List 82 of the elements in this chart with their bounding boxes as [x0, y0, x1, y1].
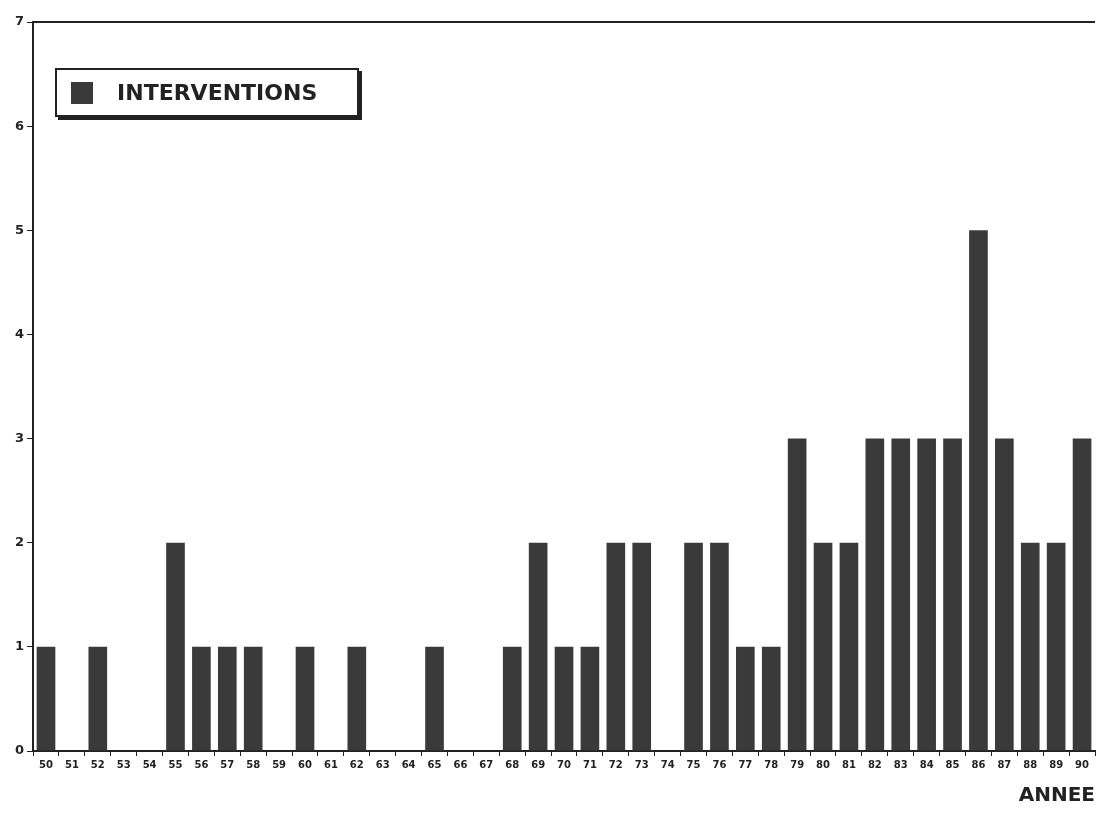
x-tick-label: 65	[427, 758, 442, 770]
bar	[88, 646, 108, 751]
x-tick-label: 67	[479, 758, 494, 770]
bar	[528, 542, 548, 751]
bar	[736, 646, 755, 751]
x-tick-label: 66	[453, 758, 468, 770]
bar	[36, 646, 56, 751]
x-tick-label: 73	[634, 758, 649, 770]
bar	[425, 646, 444, 751]
x-tick-label: 59	[272, 758, 287, 770]
bar	[943, 438, 962, 751]
y-tick-label: 4	[15, 325, 25, 341]
x-tick-label: 90	[1075, 758, 1090, 770]
x-tick-label: 54	[142, 758, 157, 770]
bar	[865, 438, 885, 751]
x-tick-label: 89	[1049, 758, 1064, 770]
x-tick-label: 58	[246, 758, 261, 770]
bar	[632, 542, 652, 751]
bar	[580, 646, 600, 751]
x-tick-label: 86	[971, 758, 986, 770]
bar	[813, 542, 833, 751]
y-tick-label: 2	[15, 534, 25, 550]
x-tick-label: 88	[1023, 758, 1038, 770]
x-tick-label: 75	[686, 758, 701, 770]
bar	[917, 438, 936, 751]
bar	[554, 646, 574, 751]
x-tick-label: 87	[997, 758, 1012, 770]
x-tick-label: 77	[738, 758, 753, 770]
y-tick-label: 1	[15, 638, 25, 654]
bar	[787, 438, 807, 751]
bar	[502, 646, 522, 751]
y-tick-label: 0	[15, 742, 25, 758]
x-tick-label: 55	[168, 758, 183, 770]
x-tick-label: 61	[323, 758, 338, 770]
bar	[192, 646, 211, 751]
bar	[684, 542, 703, 751]
x-tick-label: 74	[660, 758, 675, 770]
bar	[839, 542, 859, 751]
y-tick-label: 5	[15, 221, 25, 237]
x-tick-label: 60	[298, 758, 313, 770]
legend-label: INTERVENTIONS	[117, 80, 318, 105]
x-tick-label: 62	[349, 758, 364, 770]
x-tick-label: 68	[505, 758, 520, 770]
x-tick-label: 79	[790, 758, 805, 770]
x-tick-label: 71	[582, 758, 597, 770]
bar	[995, 438, 1014, 751]
x-tick-label: 56	[194, 758, 209, 770]
bar	[1020, 542, 1040, 751]
x-tick-label: 76	[712, 758, 727, 770]
x-tick-label: 51	[64, 758, 79, 770]
bar	[969, 230, 988, 751]
bar	[166, 542, 185, 751]
x-tick-label: 50	[39, 758, 53, 770]
bar	[295, 646, 315, 751]
x-tick-label: 53	[116, 758, 131, 770]
bar	[347, 646, 367, 751]
x-tick-label: 81	[841, 758, 856, 770]
x-tick-label: 85	[945, 758, 960, 770]
bar	[761, 646, 781, 751]
x-tick-label: 78	[764, 758, 779, 770]
x-axis-title: ANNEE	[1018, 782, 1095, 807]
x-tick-label: 63	[375, 758, 390, 770]
y-tick-label: 6	[15, 117, 25, 133]
bar	[1046, 542, 1066, 751]
x-tick-label: 52	[90, 758, 105, 770]
x-tick-label: 69	[531, 758, 546, 770]
bar	[243, 646, 263, 751]
x-tick-label: 84	[919, 758, 934, 770]
x-tick-label: 72	[608, 758, 623, 770]
bar	[1072, 438, 1092, 751]
bar	[606, 542, 626, 751]
bar	[217, 646, 237, 751]
y-tick-label: 7	[15, 13, 25, 29]
x-tick-label: 57	[220, 758, 235, 770]
x-tick-label: 82	[867, 758, 882, 770]
bar	[891, 438, 911, 751]
x-tick-label: 70	[557, 758, 572, 770]
y-tick-label: 3	[15, 429, 25, 445]
x-tick-label: 64	[401, 758, 416, 770]
x-tick-label: 80	[816, 758, 831, 770]
bar	[710, 542, 729, 751]
x-tick-label: 83	[893, 758, 908, 770]
